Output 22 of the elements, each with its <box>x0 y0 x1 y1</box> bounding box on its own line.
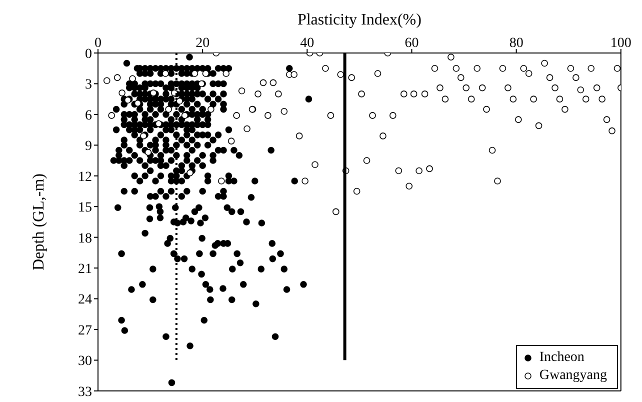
y-tick-label: 18 <box>78 231 92 246</box>
y-tick-label: 12 <box>78 170 92 185</box>
y-tick-label: 33 <box>78 384 92 400</box>
y-tick-label: 27 <box>78 323 92 338</box>
y-tick-label: 0 <box>85 46 92 62</box>
legend-label: Gwangyang <box>539 367 607 385</box>
x-axis-title: Plasticity Index(%) <box>297 11 422 28</box>
y-tick-label: 21 <box>78 262 92 277</box>
x-tick-label: 100 <box>610 36 632 51</box>
y-tick-label: 3 <box>85 78 92 93</box>
x-tick-label: 0 <box>94 36 102 51</box>
y-tick-label: 9 <box>85 139 92 154</box>
x-tick-label: 40 <box>300 36 314 51</box>
y-tick-label: 24 <box>78 292 92 308</box>
y-axis-title: Depth (GL,-m) <box>30 174 48 270</box>
x-tick-label: 60 <box>404 36 419 51</box>
y-tick-label: 6 <box>85 108 92 124</box>
x-tick-label: 20 <box>196 36 210 51</box>
x-tick-label: 80 <box>509 36 524 51</box>
y-tick-label: 30 <box>78 354 92 370</box>
legend-label: Incheon <box>539 349 584 367</box>
y-tick-label: 15 <box>78 200 92 216</box>
